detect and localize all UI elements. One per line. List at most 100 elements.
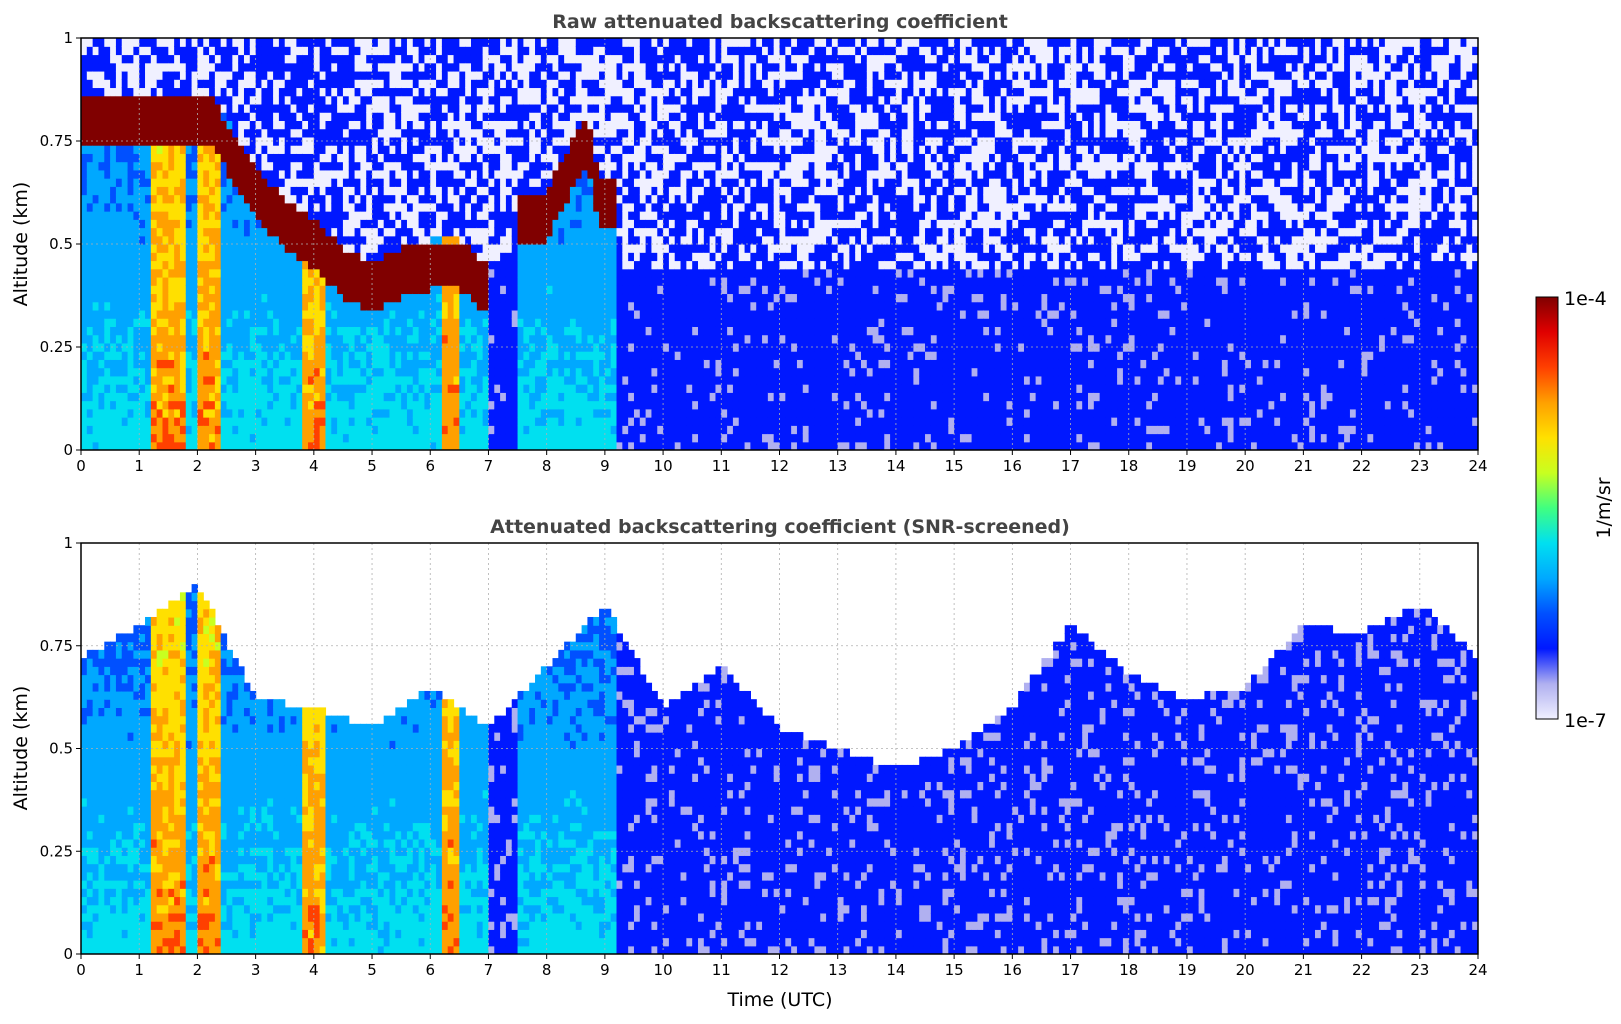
heat-cell	[243, 103, 251, 113]
heat-cell	[488, 79, 495, 89]
heat-cell	[406, 112, 414, 121]
heat-cell	[424, 128, 431, 138]
heat-cell	[657, 194, 664, 204]
heat-cell	[214, 38, 222, 47]
heat-cell	[179, 70, 187, 80]
heat-cell	[354, 87, 361, 97]
heat-cell	[599, 54, 606, 64]
heat-cell	[587, 227, 594, 237]
heat-cell	[569, 136, 577, 146]
heat-cell	[226, 441, 233, 450]
heat-cell	[139, 161, 146, 171]
heat-cell	[110, 145, 117, 154]
heat-cell	[470, 417, 478, 426]
heat-cell	[453, 318, 460, 327]
heat-cell	[529, 128, 536, 138]
heat-cell	[168, 285, 175, 295]
heat-cell	[197, 112, 204, 121]
heat-cell	[488, 38, 495, 47]
heat-cell	[441, 136, 449, 146]
heat-cell	[290, 54, 297, 64]
heat-cell	[645, 46, 653, 56]
heat-cell	[523, 351, 530, 360]
heat-cell	[470, 136, 478, 146]
heat-cell	[581, 161, 589, 171]
heat-cell	[238, 293, 245, 303]
heat-cell	[569, 326, 577, 336]
heat-cell	[558, 359, 565, 369]
heat-cell	[81, 392, 88, 402]
heat-cell	[81, 103, 88, 113]
heat-cell	[575, 178, 583, 187]
heat-cell	[628, 260, 635, 270]
heat-cell	[430, 260, 437, 270]
heat-cell	[552, 161, 559, 171]
heat-cell	[360, 227, 367, 237]
heat-cell	[610, 384, 618, 393]
heat-cell	[296, 318, 303, 327]
heat-cell	[581, 70, 589, 80]
heat-cell	[115, 211, 123, 220]
heat-cell	[337, 425, 344, 435]
heat-cell	[389, 202, 396, 212]
heat-cell	[453, 326, 460, 336]
heat-cell	[377, 219, 385, 229]
heat-cell	[500, 309, 507, 319]
heat-cell	[488, 219, 495, 229]
heat-cell	[401, 62, 408, 72]
heat-cell	[488, 268, 495, 278]
heat-cell	[308, 252, 315, 262]
heat-cell	[535, 79, 542, 89]
heat-cell	[482, 392, 490, 402]
heat-cell	[273, 46, 280, 56]
heat-cell	[81, 326, 88, 336]
heat-cell	[278, 145, 286, 154]
heat-cell	[657, 252, 664, 262]
heat-cell	[529, 392, 536, 402]
heat-cell	[494, 103, 501, 113]
heat-cell	[209, 219, 216, 229]
heat-cell	[604, 441, 612, 450]
heat-cell	[465, 211, 472, 220]
heat-cell	[581, 433, 589, 443]
heat-cell	[331, 112, 338, 121]
heat-cell	[395, 169, 402, 179]
heat-cell	[482, 136, 490, 146]
heat-cell	[465, 301, 472, 311]
heat-cell	[133, 260, 140, 270]
heat-cell	[505, 260, 513, 270]
heat-cell	[238, 62, 245, 72]
heat-cell	[517, 227, 524, 237]
heat-cell	[593, 169, 600, 179]
heat-cell	[517, 211, 524, 220]
heat-cell	[342, 252, 350, 262]
heat-cell	[383, 309, 391, 319]
heat-cell	[372, 219, 379, 229]
heat-cell	[267, 186, 274, 196]
heat-cell	[459, 334, 466, 344]
heat-cell	[366, 145, 373, 154]
heat-cell	[331, 103, 338, 113]
heat-cell	[139, 417, 146, 426]
heat-cell	[86, 301, 94, 311]
heat-cell	[372, 128, 379, 138]
heat-cell	[540, 136, 548, 146]
heat-cell	[197, 38, 204, 47]
heat-cell	[628, 62, 635, 72]
heat-cell	[150, 260, 158, 270]
heat-cell	[313, 441, 321, 450]
heat-cell	[255, 425, 263, 435]
heat-cell	[104, 194, 111, 204]
heat-cell	[552, 375, 559, 385]
heat-cell	[383, 285, 391, 295]
heat-cell	[540, 103, 548, 113]
heat-cell	[447, 309, 455, 319]
heat-cell	[121, 285, 129, 295]
heat-cell	[540, 334, 548, 344]
heat-cell	[470, 408, 478, 418]
heat-cell	[98, 425, 105, 435]
heat-cell	[406, 351, 414, 360]
heat-cell	[313, 260, 321, 270]
heat-cell	[162, 136, 169, 146]
heat-cell	[81, 186, 88, 196]
